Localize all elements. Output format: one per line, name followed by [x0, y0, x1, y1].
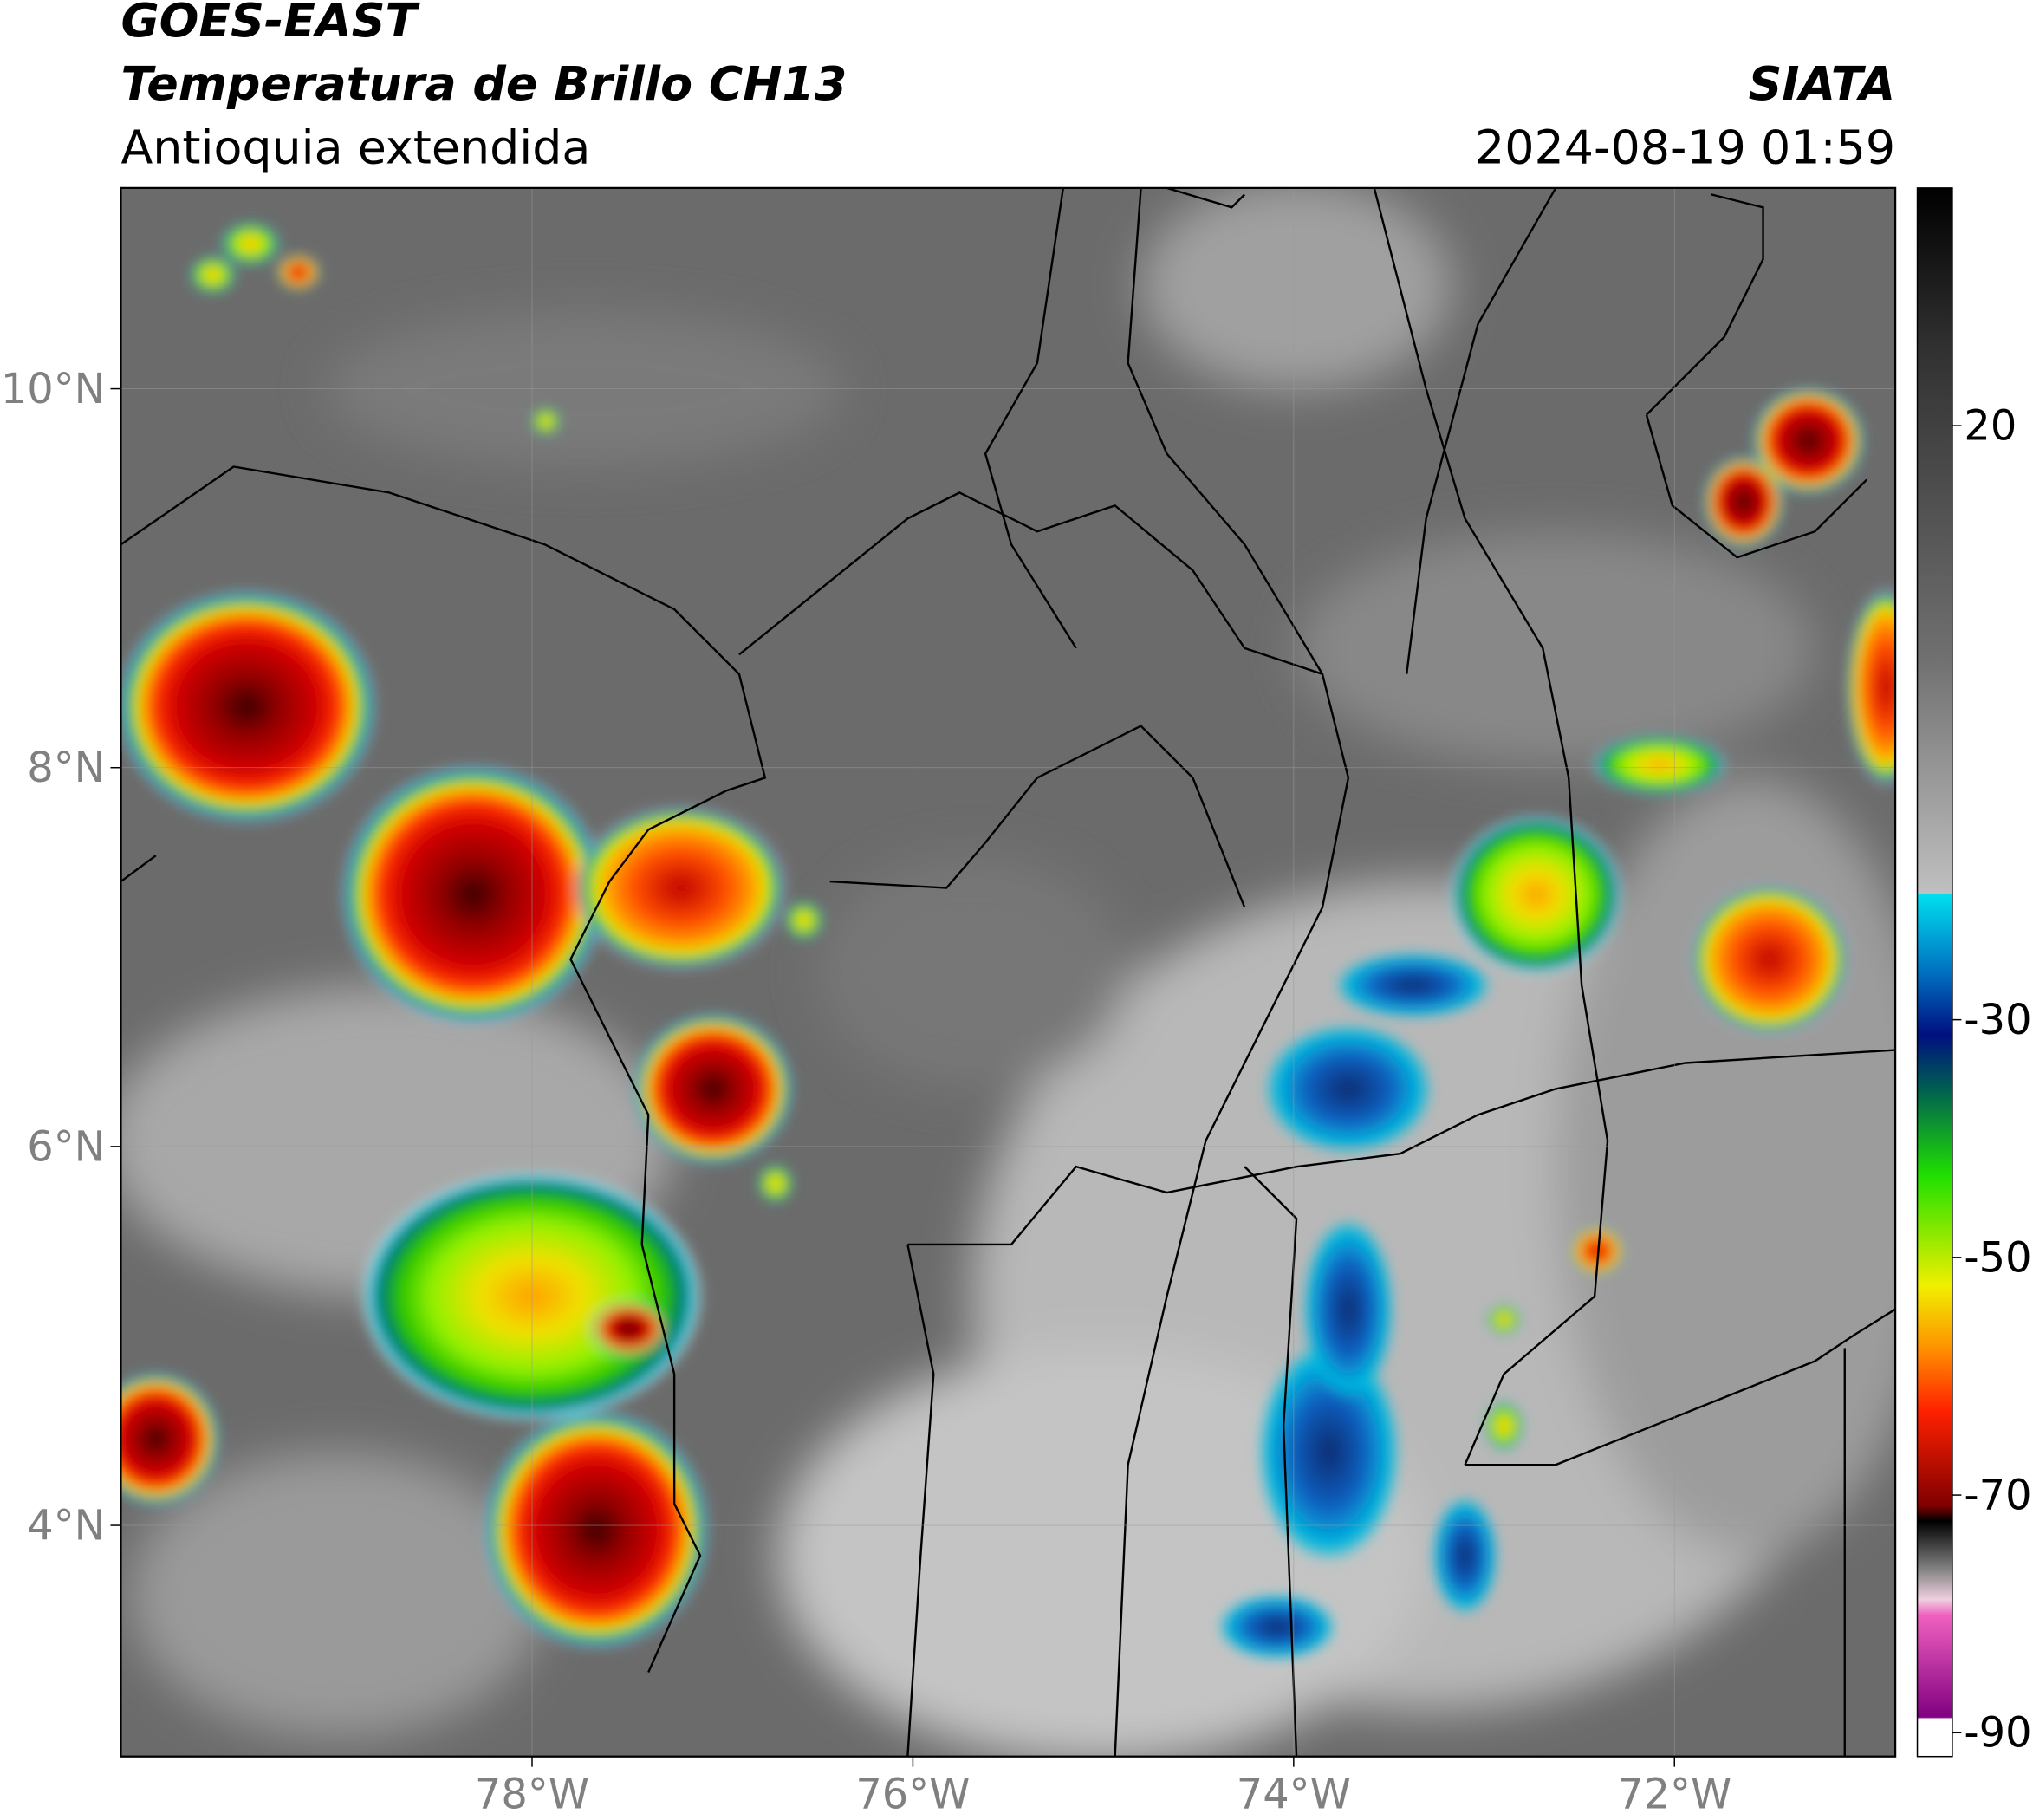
x-tick-label: 72°W [1617, 1771, 1731, 1819]
satellite-image [120, 187, 1896, 1757]
x-tick-label: 78°W [475, 1771, 589, 1819]
y-tick-label: 4°N [27, 1502, 105, 1550]
y-tick-label: 8°N [27, 744, 105, 792]
gridlines [120, 187, 1896, 1757]
y-tick-label: 6°N [27, 1123, 105, 1171]
colorbar-tick-label: -30 [1964, 997, 2031, 1044]
colorbar-tick-label: -50 [1964, 1234, 2031, 1282]
title: GOES-EAST [120, 0, 420, 48]
subtitle: Temperatura de Brillo CH13 [120, 56, 847, 111]
y-tick-label: 10°N [1, 366, 106, 413]
x-tick-label: 74°W [1237, 1771, 1351, 1819]
colorbar-tick-label: 20 [1964, 403, 2017, 451]
x-tick-label: 76°W [855, 1771, 970, 1819]
source: SIATA [1749, 56, 1896, 111]
colorbar-tick-label: -90 [1964, 1710, 2031, 1758]
colorbar-tick-label: -70 [1964, 1472, 2031, 1520]
axes: 78°W 76°W 74°W 72°W 4°N 6°N 8°N 10°N 20 -30 -50 -70… [1, 366, 2032, 1819]
map-frame [120, 186, 1897, 1758]
colorbar [1916, 187, 1953, 1758]
boundaries [120, 187, 1896, 1757]
timestamp: 2024-08-19 01:59 [1475, 120, 1895, 174]
region: Antioquia extendida [120, 120, 590, 174]
